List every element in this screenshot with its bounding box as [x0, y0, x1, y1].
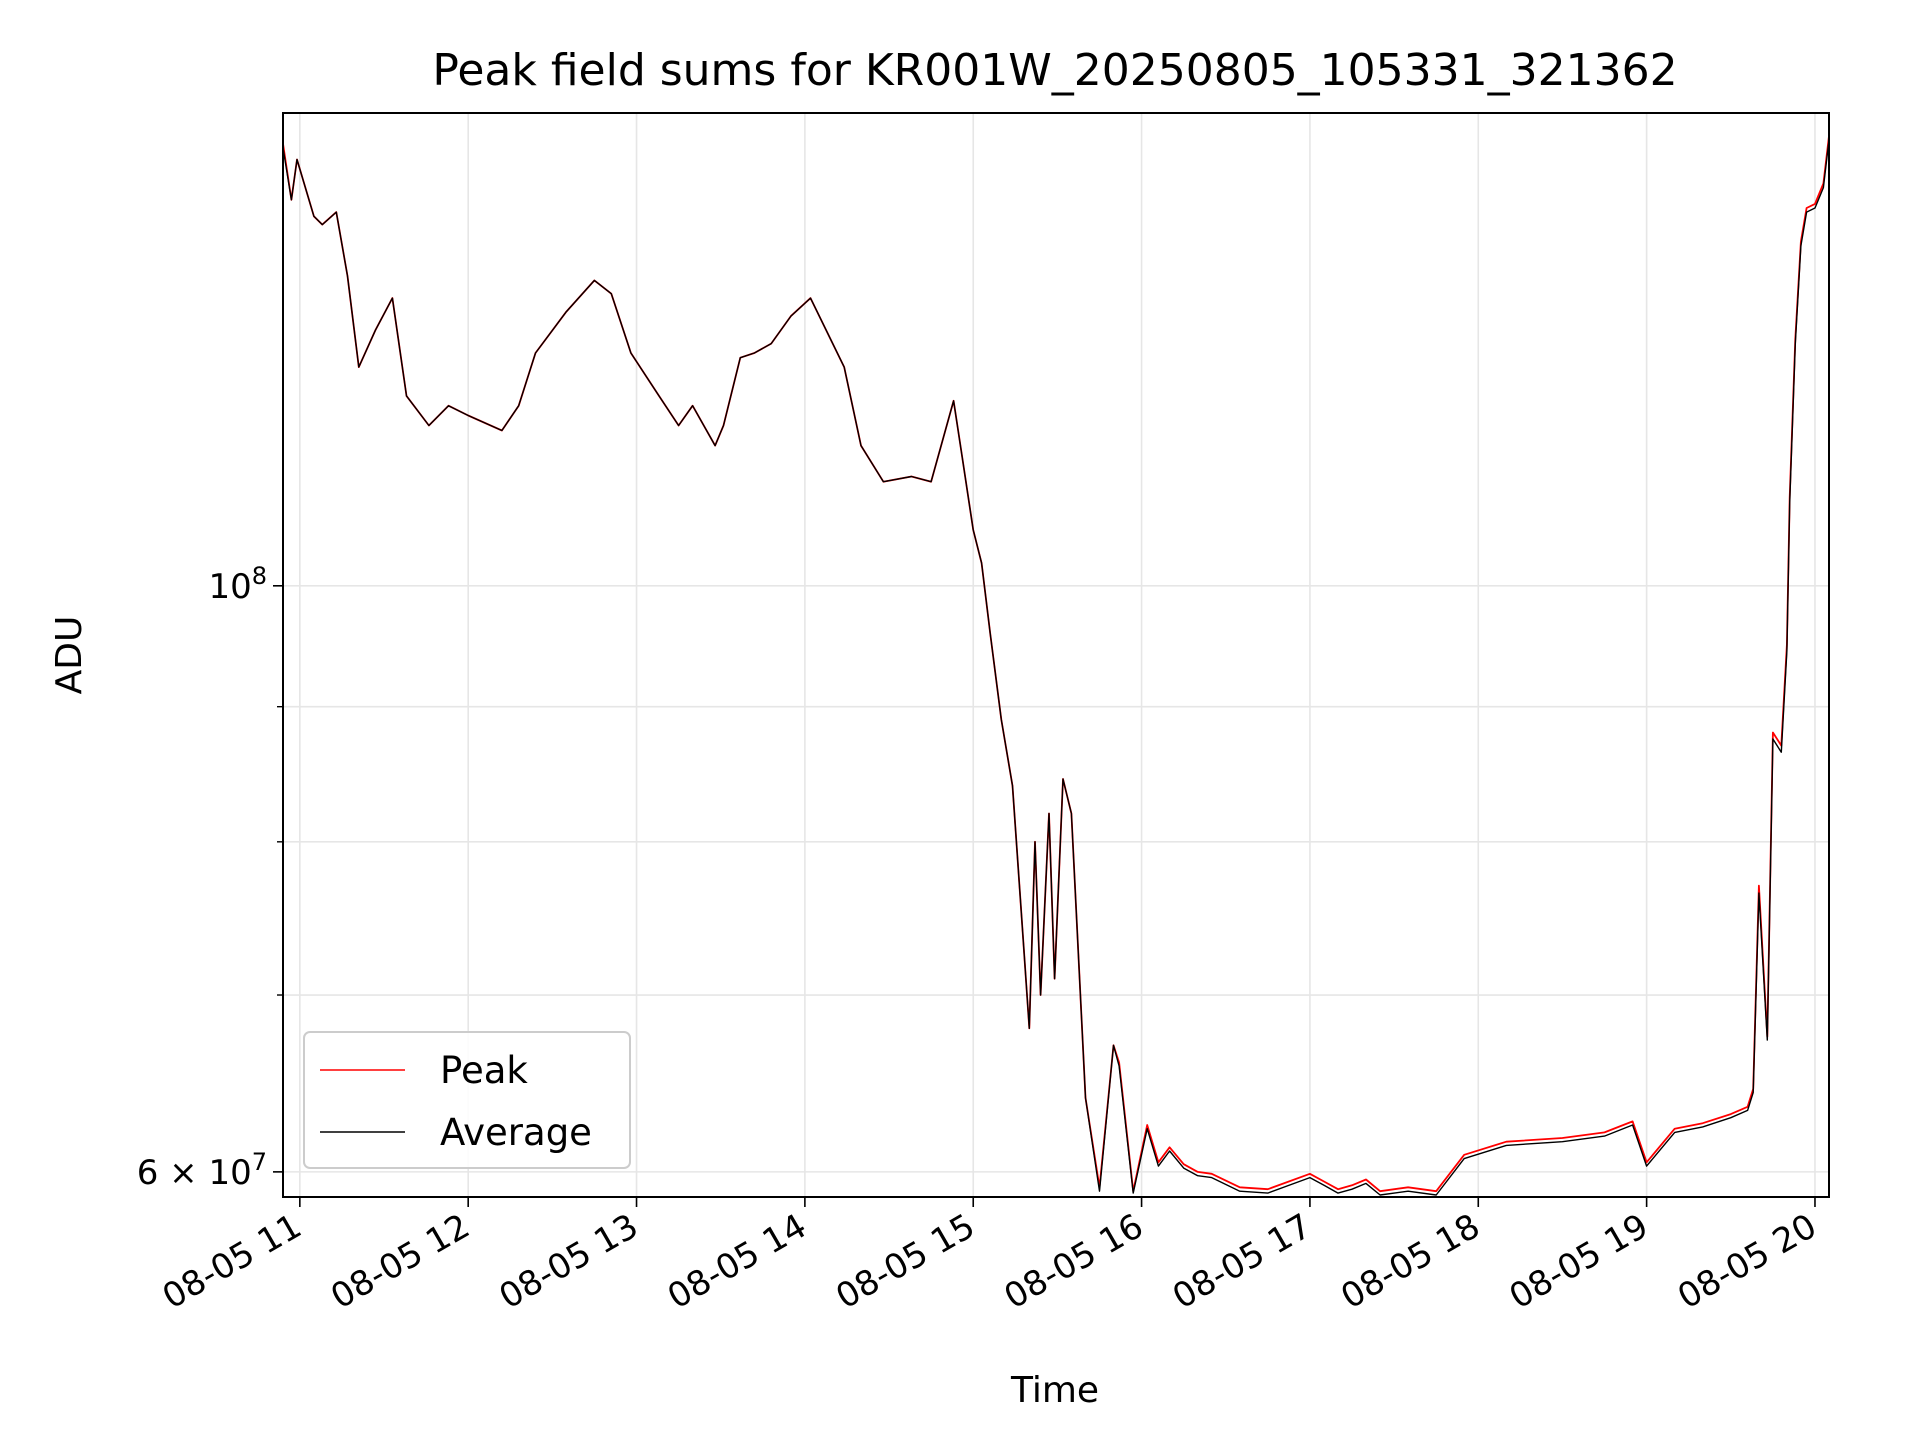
y-axis-label: ADU: [49, 616, 90, 695]
y-tick-label: 6 × 107: [137, 1148, 267, 1193]
legend-box: [303, 1031, 631, 1169]
y-axis: 108 6 × 107: [137, 562, 283, 1193]
legend: Peak Average: [303, 1031, 631, 1169]
chart-title: Peak field sums for KR001W_20250805_1053…: [432, 45, 1677, 96]
plot-frame: [282, 112, 1830, 1198]
legend-label-peak: Peak: [440, 1049, 528, 1092]
series-layer: [283, 135, 1829, 1196]
y-tick-label: 108: [208, 562, 267, 607]
x-axis-label: Time: [1010, 1370, 1099, 1411]
series-line-average: [283, 139, 1829, 1196]
legend-label-average: Average: [440, 1111, 592, 1154]
grid: [283, 113, 1829, 1197]
